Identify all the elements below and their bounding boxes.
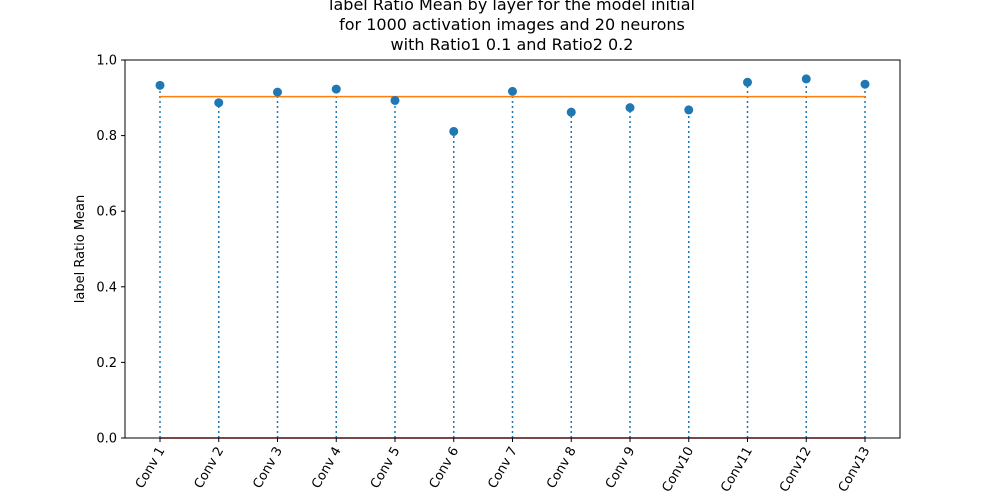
data-point-1: [155, 80, 165, 90]
x-tick-label: Conv13: [836, 445, 874, 495]
data-point-11: [743, 77, 752, 87]
chart-title-line-2: for 1000 activation images and 20 neuron…: [339, 15, 685, 34]
x-tick-label: Conv10: [659, 445, 697, 495]
x-tick-label: Conv 8: [544, 445, 580, 492]
data-point-4: [331, 84, 341, 94]
data-point-6: [449, 126, 459, 136]
data-point-8: [566, 107, 576, 117]
chart-title-line-1: label Ratio Mean by layer for the model …: [329, 0, 695, 14]
y-axis: 0.0 0.2 0.4 0.6 0.8 1.0: [96, 54, 125, 447]
data-point-7: [508, 86, 517, 96]
x-tick-label: Conv 5: [368, 445, 404, 492]
x-axis: Conv 1 Conv 2 Conv 3 Conv 4 Conv 5 Conv 6 Conv…: [133, 438, 874, 495]
chart-title-line-3: with Ratio1 0.1 and Ratio2 0.2: [391, 35, 634, 54]
data-point-12: [801, 74, 811, 84]
data-point-13: [860, 79, 870, 89]
data-point-5: [390, 95, 400, 105]
x-tick-label: Conv 3: [250, 445, 286, 492]
x-tick-label: Conv 2: [192, 445, 228, 492]
data-point-9: [625, 103, 635, 113]
y-tick-label: 0.6: [96, 205, 117, 220]
data-point-2: [214, 98, 224, 108]
y-axis-label: label Ratio Mean: [73, 195, 88, 304]
y-tick-label: 0.0: [96, 432, 117, 447]
y-tick-label: 0.2: [96, 356, 117, 371]
y-tick-label: 1.0: [96, 54, 117, 69]
chart-title: label Ratio Mean by layer for the model …: [329, 0, 695, 54]
y-tick-label: 0.8: [96, 129, 117, 144]
x-tick-label: Conv12: [777, 445, 815, 495]
x-tick-label: Conv11: [718, 445, 756, 495]
x-tick-label: Conv 4: [309, 445, 345, 492]
x-tick-label: Conv 6: [427, 445, 463, 492]
data-point-3: [273, 87, 282, 97]
x-tick-label: Conv 7: [485, 445, 521, 492]
plot-area: [155, 74, 870, 439]
data-point-10: [684, 105, 694, 115]
x-tick-label: Conv 1: [133, 445, 169, 492]
x-tick-label: Conv 9: [603, 445, 639, 492]
y-tick-label: 0.4: [96, 280, 117, 295]
